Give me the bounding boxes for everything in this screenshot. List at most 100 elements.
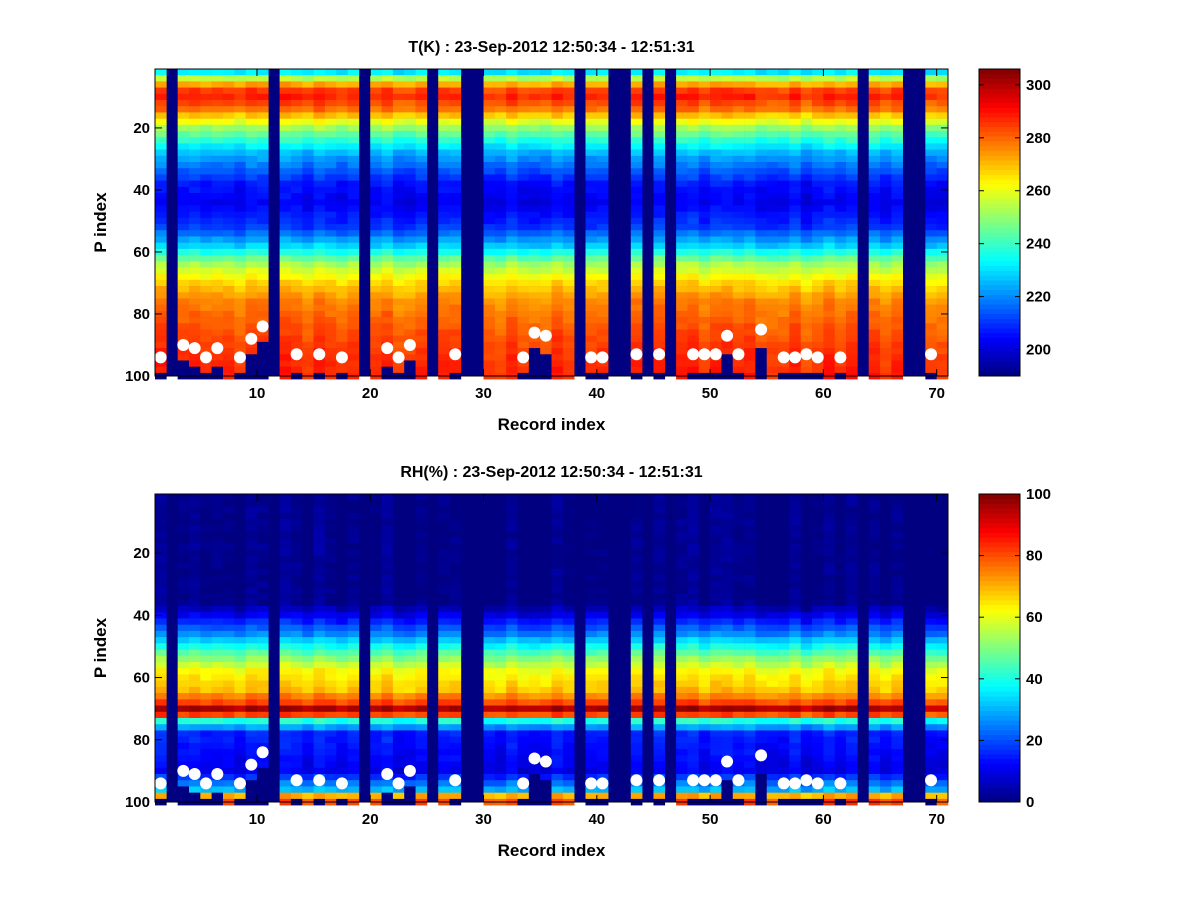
heatmap-cell <box>766 236 779 243</box>
heatmap-cell <box>585 279 598 287</box>
heatmap-cell <box>812 298 824 305</box>
heatmap-cell <box>710 292 722 299</box>
heatmap-cell <box>177 761 190 769</box>
heatmap-cell <box>449 637 462 644</box>
heatmap-cell <box>562 292 575 299</box>
heatmap-cell <box>687 292 700 299</box>
heatmap-cell <box>800 100 813 107</box>
heatmap-cell <box>415 75 428 82</box>
heatmap-cell <box>200 556 212 563</box>
heatmap-cell <box>404 106 416 113</box>
heatmap-cell <box>596 261 609 268</box>
heatmap-cell <box>188 587 201 594</box>
heatmap-cell <box>290 730 303 737</box>
heatmap-cell <box>313 630 326 638</box>
heatmap-cell <box>188 335 201 343</box>
heatmap-cell <box>177 649 190 657</box>
heatmap-cell <box>381 618 394 625</box>
heatmap-cell <box>528 298 541 305</box>
heatmap-cell <box>800 112 813 119</box>
heatmap-cell <box>732 131 745 138</box>
heatmap-cell <box>404 581 416 588</box>
heatmap-cell <box>234 606 246 613</box>
heatmap-cell <box>449 705 462 713</box>
surface-marker <box>290 348 303 361</box>
heatmap-cell <box>438 742 450 750</box>
heatmap-cell <box>415 93 428 101</box>
heatmap-cell <box>313 174 326 181</box>
heatmap-cell <box>290 310 303 318</box>
heatmap-cell <box>211 655 224 663</box>
heatmap-cell <box>789 248 802 256</box>
heatmap-cell <box>155 655 167 663</box>
heatmap-cell <box>438 180 450 188</box>
heatmap-cell <box>404 730 416 737</box>
heatmap-cell <box>336 186 348 194</box>
heatmap-cell <box>438 531 450 538</box>
heatmap-cell <box>245 637 258 644</box>
heatmap-cell <box>234 248 246 256</box>
surface-marker <box>233 351 246 364</box>
heatmap-cell <box>596 574 609 582</box>
heatmap-cell <box>483 562 496 569</box>
heatmap-cell <box>868 360 881 367</box>
heatmap-cell <box>336 174 348 181</box>
heatmap-cell <box>698 637 711 644</box>
heatmap-cell <box>551 224 564 231</box>
chart-title: T(K) : 23-Sep-2012 12:50:34 - 12:51:31 <box>408 39 694 56</box>
heatmap-cell <box>834 168 847 175</box>
heatmap-cell <box>483 643 496 650</box>
heatmap-cell <box>778 335 790 343</box>
heatmap-cell <box>200 366 212 374</box>
heatmap-cell <box>925 360 937 367</box>
heatmap-cell <box>177 500 190 507</box>
heatmap-cell <box>630 718 643 725</box>
heatmap-cell <box>687 724 700 731</box>
heatmap-cell <box>222 581 235 588</box>
heatmap-cell <box>415 531 428 538</box>
heatmap-cell <box>710 186 722 194</box>
heatmap-cell <box>200 180 212 188</box>
heatmap-cell <box>245 574 258 582</box>
heatmap-cell <box>880 118 892 126</box>
heatmap-cell <box>653 587 666 594</box>
heatmap-cell <box>256 211 269 219</box>
heatmap-cell <box>483 155 496 163</box>
heatmap-cell <box>381 317 394 324</box>
heatmap-cell <box>415 500 428 507</box>
heatmap-cell <box>415 329 428 336</box>
heatmap-cell <box>483 786 496 793</box>
heatmap-cell <box>585 543 598 551</box>
heatmap-cell <box>562 550 575 557</box>
heatmap-cell <box>483 662 496 669</box>
heatmap-cell <box>302 323 314 330</box>
heatmap-cell <box>721 286 734 293</box>
heatmap-cell <box>438 767 450 775</box>
heatmap-cell <box>347 512 360 520</box>
heatmap-cell <box>653 550 666 557</box>
heatmap-cell <box>506 730 518 737</box>
heatmap-cell <box>744 279 756 287</box>
heatmap-cell <box>381 81 394 88</box>
heatmap-cell <box>789 255 802 262</box>
heatmap-cell <box>732 242 745 250</box>
heatmap-cell <box>279 69 292 76</box>
heatmap-cell <box>313 137 326 144</box>
heatmap-cell <box>234 323 246 330</box>
heatmap-cell <box>404 273 416 281</box>
heatmap-cell <box>370 118 382 126</box>
heatmap-cell <box>222 360 235 367</box>
heatmap-cell <box>585 494 598 501</box>
heatmap-cell <box>823 323 836 330</box>
heatmap-cell <box>596 217 609 225</box>
heatmap-cell <box>302 155 314 163</box>
heatmap-cell <box>540 736 552 744</box>
record-column <box>528 69 541 380</box>
heatmap-cell <box>404 323 416 330</box>
heatmap-cell <box>778 273 790 281</box>
heatmap-cell <box>483 655 496 663</box>
heatmap-cell <box>687 537 700 545</box>
heatmap-cell <box>551 693 564 700</box>
heatmap-cell <box>370 87 382 95</box>
heatmap-cell <box>868 255 881 262</box>
